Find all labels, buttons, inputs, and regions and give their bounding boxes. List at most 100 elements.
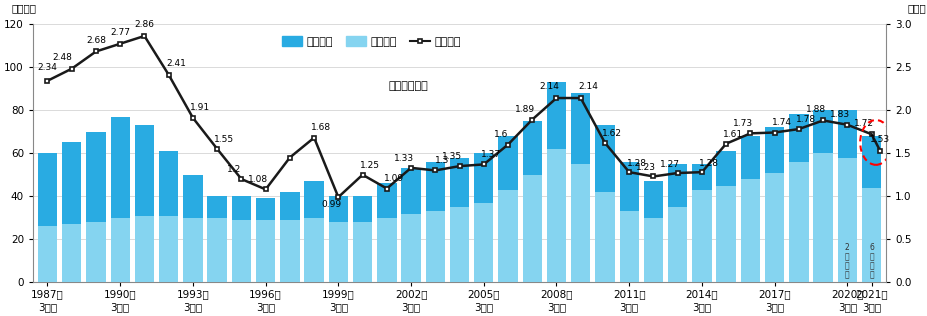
Text: 就職希望者数: 就職希望者数 xyxy=(388,81,428,91)
Text: 1.23: 1.23 xyxy=(636,163,656,172)
Bar xyxy=(523,121,542,283)
Text: 0.99: 0.99 xyxy=(321,200,341,209)
Bar xyxy=(38,153,57,283)
Bar xyxy=(765,173,784,283)
Bar xyxy=(692,190,712,283)
Text: （倍）: （倍） xyxy=(908,3,926,14)
Bar xyxy=(208,196,227,283)
Bar xyxy=(232,196,251,283)
Bar xyxy=(353,222,373,283)
Bar xyxy=(474,203,493,283)
Text: 1.2: 1.2 xyxy=(227,165,241,174)
Bar xyxy=(789,162,808,283)
Bar xyxy=(450,207,469,283)
Text: 1.3: 1.3 xyxy=(436,156,450,165)
Bar xyxy=(401,214,421,283)
Text: 1.25: 1.25 xyxy=(360,161,380,170)
Bar xyxy=(643,218,663,283)
Text: 1.08: 1.08 xyxy=(248,175,269,184)
Bar xyxy=(838,110,857,283)
Text: 1.28: 1.28 xyxy=(699,159,719,168)
Bar xyxy=(668,164,688,283)
Text: 2.14: 2.14 xyxy=(578,82,598,91)
Bar xyxy=(595,192,615,283)
Legend: 求人総数, 民間企業, 求人倍率: 求人総数, 民間企業, 求人倍率 xyxy=(277,32,465,52)
Bar xyxy=(401,168,421,283)
Text: 1.37: 1.37 xyxy=(481,150,502,159)
Bar xyxy=(86,222,106,283)
Text: 6
月
調
査: 6 月 調 査 xyxy=(870,243,874,279)
Text: 1.68: 1.68 xyxy=(311,123,332,132)
Bar xyxy=(668,207,688,283)
Bar xyxy=(184,218,203,283)
Text: 1.09: 1.09 xyxy=(384,174,404,183)
Bar xyxy=(741,136,760,283)
Bar xyxy=(450,157,469,283)
Text: 2.77: 2.77 xyxy=(110,28,130,37)
Text: 1.91: 1.91 xyxy=(190,103,210,112)
Bar xyxy=(523,175,542,283)
Text: 1.78: 1.78 xyxy=(796,115,816,124)
Text: 1.89: 1.89 xyxy=(514,105,535,113)
Text: 1.55: 1.55 xyxy=(214,135,235,144)
Bar xyxy=(619,211,639,283)
Text: 1.62: 1.62 xyxy=(603,129,622,138)
Bar xyxy=(813,153,832,283)
Text: 2.48: 2.48 xyxy=(52,53,72,62)
Bar xyxy=(280,192,299,283)
Bar xyxy=(329,196,348,283)
Text: 1.88: 1.88 xyxy=(806,106,826,114)
Text: 1.27: 1.27 xyxy=(660,160,680,169)
Text: 2.14: 2.14 xyxy=(540,82,559,91)
Bar xyxy=(208,218,227,283)
Text: 1.28: 1.28 xyxy=(627,159,646,168)
Bar xyxy=(425,162,445,283)
Text: 2.34: 2.34 xyxy=(38,63,57,72)
Text: 2
月
調
査: 2 月 調 査 xyxy=(845,243,850,279)
Text: 1.33: 1.33 xyxy=(394,154,413,163)
Bar xyxy=(159,151,178,283)
Bar xyxy=(571,93,590,283)
Bar xyxy=(595,125,615,283)
Text: 1.6: 1.6 xyxy=(493,131,508,139)
Bar xyxy=(813,110,832,283)
Bar xyxy=(134,125,154,283)
Bar xyxy=(377,183,397,283)
Bar xyxy=(741,179,760,283)
Bar xyxy=(377,218,397,283)
Bar xyxy=(110,218,130,283)
Bar xyxy=(765,127,784,283)
Bar xyxy=(62,224,82,283)
Bar xyxy=(692,164,712,283)
Bar xyxy=(62,143,82,283)
Bar xyxy=(643,181,663,283)
Bar xyxy=(110,117,130,283)
Bar xyxy=(256,198,275,283)
Bar xyxy=(862,136,882,283)
Text: 2.86: 2.86 xyxy=(134,20,155,29)
Bar xyxy=(232,220,251,283)
Bar xyxy=(474,153,493,283)
Text: 1.74: 1.74 xyxy=(772,118,792,127)
Text: 1.83: 1.83 xyxy=(830,110,850,119)
Bar xyxy=(571,164,590,283)
Bar xyxy=(499,136,517,283)
Bar xyxy=(159,216,178,283)
Bar xyxy=(38,227,57,283)
Bar xyxy=(353,196,373,283)
Bar xyxy=(717,151,736,283)
Text: 1.35: 1.35 xyxy=(442,152,463,161)
Bar xyxy=(838,157,857,283)
Bar xyxy=(86,132,106,283)
Bar xyxy=(499,190,517,283)
Bar xyxy=(789,114,808,283)
Bar xyxy=(304,218,324,283)
Text: 2.68: 2.68 xyxy=(86,36,106,45)
Text: 2.41: 2.41 xyxy=(166,59,186,68)
Bar xyxy=(862,188,882,283)
Bar xyxy=(304,181,324,283)
Text: 1.72: 1.72 xyxy=(855,119,874,128)
Bar xyxy=(329,222,348,283)
Bar xyxy=(547,82,566,283)
Bar xyxy=(280,220,299,283)
